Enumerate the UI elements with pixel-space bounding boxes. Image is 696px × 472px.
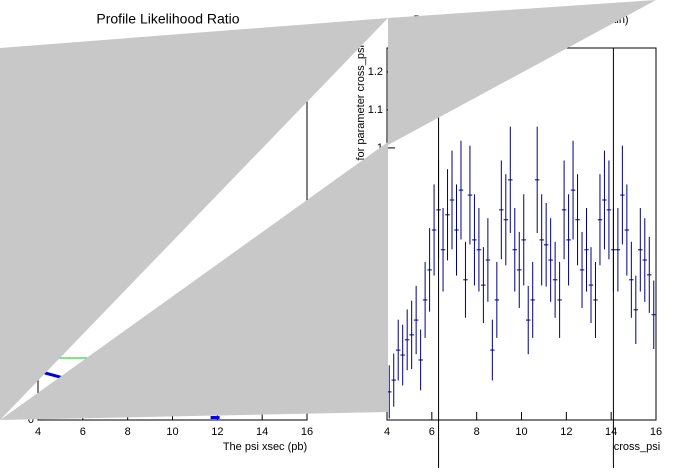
x-tick-label: 6 <box>429 426 435 438</box>
x-tick-label: 14 <box>256 426 268 438</box>
overlay <box>0 0 656 420</box>
y-axis-label: rior for parameter cross_psi <box>355 45 367 180</box>
x-tick-label: 10 <box>166 426 178 438</box>
x-tick-label: 16 <box>301 426 313 438</box>
y-tick-label: 0 <box>28 414 34 426</box>
x-tick-label: 4 <box>35 426 41 438</box>
x-tick-label: 8 <box>125 426 131 438</box>
chart-title: Profile Likelihood Ratio <box>96 11 239 27</box>
x-tick-label: 12 <box>560 426 572 438</box>
x-axis-label: cross_psi <box>614 441 660 453</box>
overlay-triangle <box>0 142 388 420</box>
overlay-triangle <box>0 18 388 420</box>
x-axis-label: The psi xsec (pb) <box>223 441 307 453</box>
overlay-triangle <box>388 0 656 145</box>
y-tick-label: 1.2 <box>368 66 383 78</box>
x-tick-label: 6 <box>80 426 86 438</box>
y-tick-label: 1.1 <box>368 104 383 116</box>
x-tick-label: 16 <box>650 426 662 438</box>
x-tick-label: 10 <box>515 426 527 438</box>
x-tick-label: 8 <box>474 426 480 438</box>
x-tick-label: 4 <box>384 426 390 438</box>
x-tick-label: 14 <box>605 426 617 438</box>
curve <box>44 371 64 380</box>
x-tick-label: 12 <box>211 426 223 438</box>
